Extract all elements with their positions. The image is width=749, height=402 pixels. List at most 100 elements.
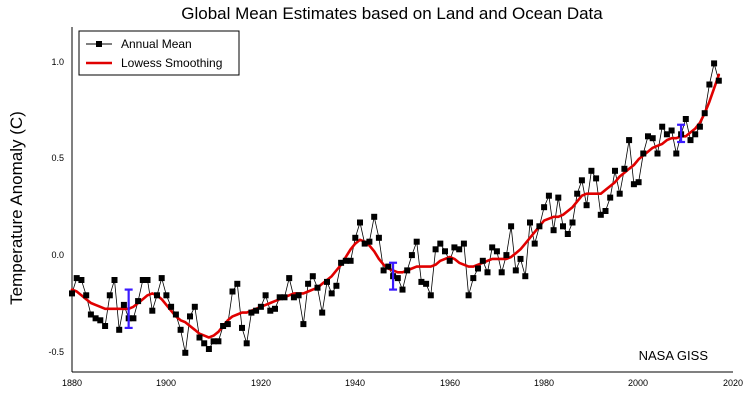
annual-mean-point xyxy=(545,192,552,199)
annual-mean-point xyxy=(682,116,689,122)
annual-mean-point xyxy=(130,315,137,322)
annual-mean-point xyxy=(371,213,378,220)
uncertainty-bar xyxy=(677,123,686,144)
annual-mean-point xyxy=(536,223,543,230)
annual-mean-point xyxy=(394,275,401,282)
annual-mean-point xyxy=(692,131,699,138)
x-tick-label: 1960 xyxy=(440,378,460,388)
annual-mean-point xyxy=(668,127,675,134)
annual-mean-point xyxy=(290,294,297,301)
annual-mean-point xyxy=(172,311,179,318)
annual-mean-point xyxy=(621,165,628,172)
annual-mean-point xyxy=(78,277,85,283)
annual-mean-point xyxy=(210,338,217,345)
annual-mean-point xyxy=(498,269,505,276)
annual-mean-point xyxy=(413,238,420,245)
annual-mean-point xyxy=(673,150,680,157)
axes xyxy=(71,27,733,373)
annual-mean-point xyxy=(149,307,156,314)
annual-mean-point xyxy=(522,273,529,280)
annual-mean-point xyxy=(512,267,519,274)
annual-mean-point xyxy=(305,280,312,287)
annual-mean-point xyxy=(564,231,571,237)
annual-mean-point xyxy=(116,326,123,333)
annual-mean-point xyxy=(527,219,533,226)
y-tick-label: 0.5 xyxy=(51,153,64,163)
annual-mean-point xyxy=(385,263,392,270)
annual-mean-point xyxy=(427,292,434,299)
annual-mean-point xyxy=(569,219,576,226)
y-ticks: -0.5 0.0 0.5 1.0 xyxy=(48,57,64,357)
annual-mean-point xyxy=(418,278,425,285)
annual-mean-point xyxy=(475,265,481,272)
annual-mean-point xyxy=(163,292,170,299)
annual-mean-point xyxy=(342,257,349,264)
annual-mean-point xyxy=(314,284,321,291)
lowess-series xyxy=(70,73,721,339)
annual-mean-point xyxy=(654,150,661,157)
annual-mean-point xyxy=(550,227,557,234)
y-tick-label: -0.5 xyxy=(48,347,64,357)
annual-mean-point xyxy=(106,292,113,299)
annual-mean-point xyxy=(120,301,127,308)
legend-annual-marker-icon xyxy=(96,41,102,47)
x-tick-label: 1900 xyxy=(156,378,176,388)
annual-mean-point xyxy=(253,307,260,314)
annual-mean-point xyxy=(484,269,491,276)
annual-mean-point xyxy=(111,277,118,283)
x-tick-label: 2020 xyxy=(723,378,743,388)
annual-mean-point xyxy=(630,181,637,188)
annual-mean-point xyxy=(328,290,335,297)
annual-mean-point xyxy=(300,321,307,328)
annual-mean-point xyxy=(432,246,439,253)
annual-mean-point xyxy=(205,346,212,352)
uncertainty-bar xyxy=(389,261,398,291)
annual-mean-point xyxy=(215,338,222,345)
annual-mean-point xyxy=(191,303,198,310)
annual-mean-point xyxy=(135,298,142,305)
annual-mean-point xyxy=(324,278,330,285)
annual-mean-point xyxy=(158,275,165,282)
annual-mean-point xyxy=(640,150,647,157)
annual-mean-point xyxy=(574,190,581,197)
annual-mean-point xyxy=(92,315,99,322)
annual-mean-point xyxy=(168,303,175,310)
annual-mean-point xyxy=(187,313,193,320)
annual-mean-point xyxy=(239,324,245,331)
annual-mean-point xyxy=(446,257,453,264)
credit-label: NASA GISS xyxy=(639,348,709,363)
annual-mean-point xyxy=(460,240,467,247)
annual-mean-point xyxy=(583,202,590,209)
annual-mean-point xyxy=(102,323,109,329)
annual-mean-point xyxy=(286,275,293,282)
annual-mean-point xyxy=(696,123,703,130)
annual-mean-point xyxy=(248,309,255,316)
annual-mean-point xyxy=(451,244,458,251)
annual-mean-point xyxy=(276,294,283,301)
annual-mean-point xyxy=(366,238,373,245)
annual-mean-point xyxy=(531,240,538,247)
x-tick-label: 1880 xyxy=(62,378,82,388)
annual-mean-point xyxy=(593,175,600,182)
annual-mean-point xyxy=(281,294,288,301)
annual-mean-point xyxy=(347,257,354,264)
x-ticks: 1880 1900 1920 1940 1960 1980 2000 2020 xyxy=(62,378,743,388)
y-tick-label: 0.0 xyxy=(51,250,64,260)
annual-mean-point xyxy=(224,321,231,328)
annual-mean-point xyxy=(399,286,406,293)
annual-mean-point xyxy=(234,280,241,287)
annual-mean-point xyxy=(319,309,326,316)
chart-title: Global Mean Estimates based on Land and … xyxy=(181,4,603,23)
annual-mean-point xyxy=(182,349,189,356)
annual-mean-point xyxy=(73,275,80,282)
annual-mean-point xyxy=(588,167,595,174)
annual-mean-point xyxy=(701,110,708,117)
x-tick-label: 1980 xyxy=(534,378,554,388)
annual-mean-markers xyxy=(69,60,722,356)
annual-mean-point xyxy=(97,317,104,324)
annual-mean-point xyxy=(69,290,75,297)
annual-mean-point xyxy=(687,137,694,144)
annual-mean-point xyxy=(470,275,477,282)
annual-mean-point xyxy=(333,282,340,289)
